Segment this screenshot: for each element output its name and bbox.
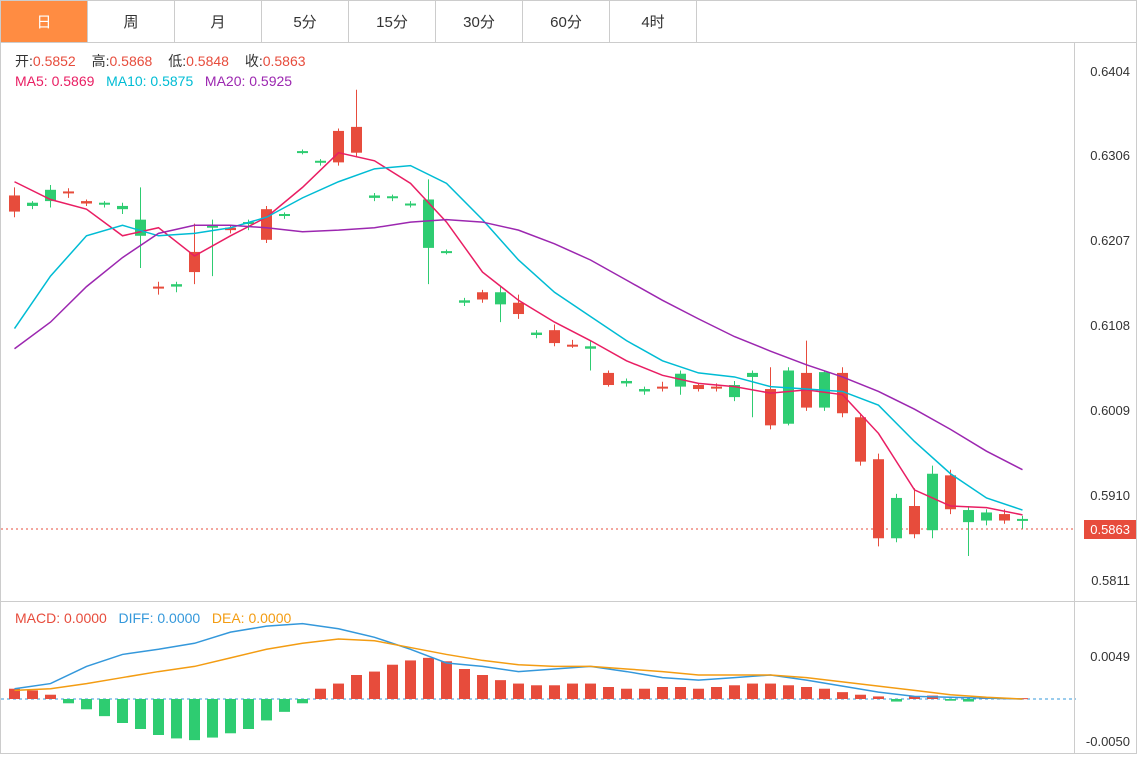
tab-6[interactable]: 60分 [523, 1, 610, 42]
tab-7[interactable]: 4时 [610, 1, 697, 42]
macd-chart[interactable]: MACD: 0.0000 DIFF: 0.0000 DEA: 0.0000 0.… [1, 602, 1136, 753]
macd-svg [1, 602, 1076, 753]
macd-tick: -0.0050 [1086, 734, 1130, 749]
price-tick: 0.6108 [1090, 318, 1130, 333]
candlestick-svg [1, 43, 1076, 602]
price-axis: 0.6404 0.6306 0.6207 0.6108 0.6009 0.5910 0.58… [1074, 43, 1136, 601]
chart-container: 日周月5分15分30分60分4时 开:0.5852 高:0.5868 低:0.5… [0, 0, 1137, 754]
tab-1[interactable]: 周 [88, 1, 175, 42]
macd-plot-area[interactable] [1, 602, 1074, 753]
price-tick: 0.5910 [1090, 488, 1130, 503]
timeframe-tabs: 日周月5分15分30分60分4时 [1, 1, 1136, 43]
tab-4[interactable]: 15分 [349, 1, 436, 42]
tab-5[interactable]: 30分 [436, 1, 523, 42]
current-price-tag: 0.5863 [1084, 520, 1136, 539]
candlestick-chart[interactable]: 开:0.5852 高:0.5868 低:0.5848 收:0.5863 MA5:… [1, 43, 1136, 602]
macd-tick: 0.0049 [1090, 649, 1130, 664]
tab-0[interactable]: 日 [1, 1, 88, 42]
chart-plot-area[interactable] [1, 43, 1074, 601]
macd-axis: 0.0049 -0.0050 [1074, 602, 1136, 753]
tab-3[interactable]: 5分 [262, 1, 349, 42]
price-tick: 0.6306 [1090, 148, 1130, 163]
price-tick: 0.6009 [1090, 403, 1130, 418]
price-tick: 0.5811 [1091, 573, 1130, 588]
price-tick: 0.6404 [1090, 64, 1130, 79]
tab-2[interactable]: 月 [175, 1, 262, 42]
price-tick: 0.6207 [1090, 233, 1130, 248]
